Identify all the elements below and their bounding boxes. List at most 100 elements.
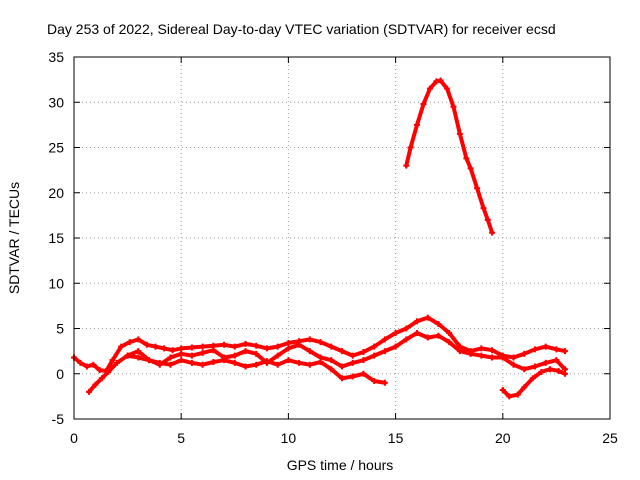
data-point	[456, 130, 463, 137]
y-tick-label: 35	[48, 49, 64, 65]
series-trace-3	[124, 330, 568, 373]
data-point	[450, 103, 457, 110]
data-point	[221, 341, 228, 348]
data-point	[317, 339, 324, 346]
y-tick-label: 5	[56, 321, 64, 337]
data-point	[478, 345, 485, 352]
data-point	[135, 354, 142, 361]
data-point	[489, 347, 496, 354]
data-point	[414, 121, 421, 128]
x-tick-label: 10	[281, 430, 297, 446]
data-point	[188, 344, 195, 351]
data-point	[381, 348, 388, 355]
data-point	[553, 357, 560, 364]
data-point	[371, 343, 378, 350]
data-point	[152, 343, 159, 350]
data-point	[105, 368, 112, 375]
data-point	[420, 101, 427, 108]
data-point	[178, 345, 185, 352]
data-point	[546, 366, 553, 373]
data-point	[178, 357, 185, 364]
x-tick-label: 0	[70, 430, 78, 446]
data-series-group	[71, 77, 568, 400]
y-tick-label: -5	[52, 411, 65, 427]
data-point	[124, 352, 131, 359]
data-point	[463, 155, 470, 162]
series-line	[87, 353, 387, 394]
data-point	[446, 339, 453, 346]
y-tick-label: 15	[48, 230, 64, 246]
data-point	[424, 334, 431, 341]
data-point	[328, 343, 335, 350]
data-point	[555, 368, 562, 375]
data-point	[480, 205, 487, 212]
data-point	[274, 343, 281, 350]
data-point	[392, 330, 399, 337]
data-point	[242, 348, 249, 355]
data-point	[210, 358, 217, 365]
data-point	[161, 345, 168, 352]
data-point	[474, 185, 481, 192]
data-point	[561, 348, 568, 355]
data-point	[199, 343, 206, 350]
data-point	[371, 352, 378, 359]
data-point	[521, 366, 528, 373]
data-point	[435, 332, 442, 339]
data-point	[263, 359, 270, 366]
data-point	[542, 359, 549, 366]
data-point	[499, 387, 506, 394]
x-axis-label: GPS time / hours	[287, 457, 394, 473]
data-point	[414, 318, 421, 325]
data-point	[285, 357, 292, 364]
data-point	[360, 349, 367, 356]
data-point	[92, 381, 99, 388]
data-point	[360, 370, 367, 377]
y-axis-label: SDTVAR / TECUs	[6, 182, 22, 294]
data-point	[561, 370, 568, 377]
data-point	[339, 363, 345, 370]
data-point	[339, 348, 345, 355]
data-point	[231, 352, 238, 359]
data-point	[529, 375, 536, 382]
data-point	[424, 314, 431, 321]
data-point	[542, 343, 549, 350]
data-point	[403, 325, 410, 332]
data-point	[199, 361, 206, 368]
data-point	[437, 77, 444, 84]
y-tick-label: 10	[48, 275, 64, 291]
data-point	[143, 341, 150, 348]
data-point	[169, 347, 176, 354]
data-point	[188, 359, 195, 366]
data-point	[306, 348, 313, 355]
data-point	[109, 357, 116, 364]
data-point	[167, 354, 174, 361]
data-point	[306, 361, 313, 368]
data-point	[77, 359, 84, 366]
data-point	[521, 384, 528, 391]
data-point	[126, 339, 133, 346]
data-point	[478, 352, 485, 359]
series-line	[404, 78, 495, 235]
data-point	[167, 361, 174, 368]
data-point	[381, 379, 388, 386]
series-trace-5	[403, 77, 496, 236]
series-trace-1	[71, 314, 568, 375]
data-point	[339, 375, 345, 382]
y-tick-label: 30	[48, 94, 64, 110]
data-point	[328, 357, 335, 364]
data-point	[199, 349, 206, 356]
data-point	[231, 343, 238, 350]
data-point	[253, 342, 260, 349]
data-point	[426, 85, 433, 92]
data-point	[210, 347, 217, 354]
data-point	[296, 341, 303, 348]
data-point	[467, 350, 474, 357]
y-tick-label: 0	[56, 366, 64, 382]
data-point	[96, 367, 103, 374]
data-point	[514, 391, 521, 398]
y-tick-label: 25	[48, 140, 64, 156]
data-point	[489, 229, 496, 236]
axis-ticks: 0 5 10 15 20 25 -5 0 5 10 15 20 25 30 35	[48, 49, 618, 446]
data-point	[349, 352, 356, 359]
